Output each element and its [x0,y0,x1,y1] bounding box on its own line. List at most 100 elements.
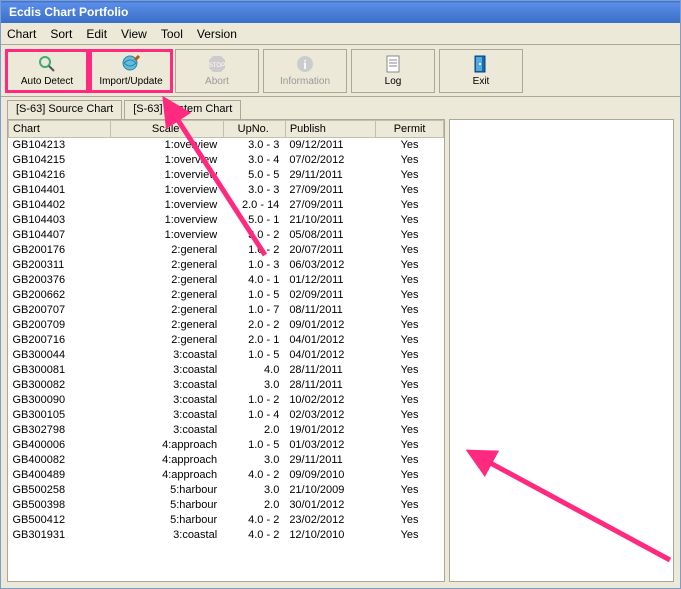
cell-permit: Yes [376,438,444,453]
menu-sort[interactable]: Sort [50,27,72,41]
table-row[interactable]: GB3001053:coastal1.0 - 402/03/2012Yes [9,408,444,423]
tab-system-chart[interactable]: [S-63] System Chart [124,100,241,119]
toolbar-import-update-button[interactable]: Import/Update [89,49,173,93]
table-row[interactable]: GB1042131:overview3.0 - 309/12/2011Yes [9,138,444,154]
cell-publish: 28/11/2011 [285,363,375,378]
cell-permit: Yes [376,258,444,273]
cell-publish: 08/11/2011 [285,303,375,318]
cell-upno: 2.0 - 2 [223,318,285,333]
cell-permit: Yes [376,498,444,513]
cell-chart: GB300105 [9,408,111,423]
table-row[interactable]: GB3000443:coastal1.0 - 504/01/2012Yes [9,348,444,363]
table-row[interactable]: GB5002585:harbour3.021/10/2009Yes [9,483,444,498]
cell-upno: 4.0 - 2 [223,528,285,543]
cell-chart: GB300081 [9,363,111,378]
cell-scale: 5:harbour [110,498,223,513]
cell-chart: GB400489 [9,468,111,483]
svg-text:i: i [303,58,306,72]
cell-permit: Yes [376,198,444,213]
menu-version[interactable]: Version [197,27,237,41]
cell-scale: 3:coastal [110,408,223,423]
col-header-chart[interactable]: Chart [9,121,111,138]
table-row[interactable]: GB1042151:overview3.0 - 407/02/2012Yes [9,153,444,168]
table-row[interactable]: GB4000064:approach1.0 - 501/03/2012Yes [9,438,444,453]
cell-chart: GB301931 [9,528,111,543]
col-header-upno[interactable]: UpNo. [223,121,285,138]
cell-scale: 3:coastal [110,378,223,393]
table-row[interactable]: GB2007092:general2.0 - 209/01/2012Yes [9,318,444,333]
toolbar-exit-button[interactable]: Exit [439,49,523,93]
table-row[interactable]: GB3000823:coastal3.028/11/2011Yes [9,378,444,393]
col-header-scale[interactable]: Scale [110,121,223,138]
table-row[interactable]: GB3000813:coastal4.028/11/2011Yes [9,363,444,378]
cell-chart: GB104216 [9,168,111,183]
cell-chart: GB500412 [9,513,111,528]
table-row[interactable]: GB3019313:coastal4.0 - 212/10/2010Yes [9,528,444,543]
cell-chart: GB104213 [9,138,111,154]
table-row[interactable]: GB4004894:approach4.0 - 209/09/2010Yes [9,468,444,483]
cell-upno: 2.0 [223,498,285,513]
table-row[interactable]: GB3027983:coastal2.019/01/2012Yes [9,423,444,438]
table-row[interactable]: GB5003985:harbour2.030/01/2012Yes [9,498,444,513]
cell-scale: 2:general [110,318,223,333]
cell-upno: 1.0 - 2 [223,393,285,408]
toolbar-button-label: Auto Detect [21,76,73,87]
col-header-permit[interactable]: Permit [376,121,444,138]
cell-chart: GB300082 [9,378,111,393]
table-row[interactable]: GB2001762:general1.0 - 220/07/2011Yes [9,243,444,258]
cell-publish: 01/12/2011 [285,273,375,288]
cell-scale: 1:overview [110,213,223,228]
toolbar-button-label: Log [385,76,402,87]
cell-upno: 1.0 - 4 [223,408,285,423]
cell-upno: 4.0 - 1 [223,273,285,288]
cell-permit: Yes [376,528,444,543]
cell-scale: 1:overview [110,153,223,168]
cell-scale: 4:approach [110,453,223,468]
table-row[interactable]: GB1044011:overview3.0 - 327/09/2011Yes [9,183,444,198]
cell-chart: GB104402 [9,198,111,213]
table-row[interactable]: GB2003762:general4.0 - 101/12/2011Yes [9,273,444,288]
cell-upno: 3.0 [223,453,285,468]
cell-chart: GB104403 [9,213,111,228]
cell-publish: 02/09/2011 [285,288,375,303]
cell-permit: Yes [376,228,444,243]
cell-chart: GB300090 [9,393,111,408]
table-row[interactable]: GB1044021:overview2.0 - 1427/09/2011Yes [9,198,444,213]
tab-strip: [S-63] Source Chart [S-63] System Chart [1,97,680,119]
cell-publish: 28/11/2011 [285,378,375,393]
cell-chart: GB500258 [9,483,111,498]
table-row[interactable]: GB5004125:harbour4.0 - 223/02/2012Yes [9,513,444,528]
col-header-publish[interactable]: Publish [285,121,375,138]
table-row[interactable]: GB1044071:overview3.0 - 205/08/2011Yes [9,228,444,243]
cell-chart: GB104401 [9,183,111,198]
tab-source-chart[interactable]: [S-63] Source Chart [7,100,122,119]
cell-publish: 20/07/2011 [285,243,375,258]
table-row[interactable]: GB4000824:approach3.029/11/2011Yes [9,453,444,468]
magnifier-icon [37,54,57,74]
cell-permit: Yes [376,408,444,423]
cell-permit: Yes [376,138,444,154]
table-row[interactable]: GB1042161:overview5.0 - 529/11/2011Yes [9,168,444,183]
cell-permit: Yes [376,393,444,408]
cell-upno: 2.0 - 14 [223,198,285,213]
cell-publish: 09/12/2011 [285,138,375,154]
menu-view[interactable]: View [121,27,147,41]
cell-publish: 27/09/2011 [285,183,375,198]
table-row[interactable]: GB3000903:coastal1.0 - 210/02/2012Yes [9,393,444,408]
table-row[interactable]: GB1044031:overview5.0 - 121/10/2011Yes [9,213,444,228]
table-row[interactable]: GB2007162:general2.0 - 104/01/2012Yes [9,333,444,348]
cell-permit: Yes [376,183,444,198]
table-row[interactable]: GB2003112:general1.0 - 306/03/2012Yes [9,258,444,273]
table-row[interactable]: GB2006622:general1.0 - 502/09/2011Yes [9,288,444,303]
table-row[interactable]: GB2007072:general1.0 - 708/11/2011Yes [9,303,444,318]
menu-chart[interactable]: Chart [7,27,36,41]
menu-edit[interactable]: Edit [86,27,107,41]
cell-scale: 1:overview [110,198,223,213]
toolbar-log-button[interactable]: Log [351,49,435,93]
cell-scale: 2:general [110,288,223,303]
cell-publish: 19/01/2012 [285,423,375,438]
menu-tool[interactable]: Tool [161,27,183,41]
cell-permit: Yes [376,378,444,393]
toolbar-auto-detect-button[interactable]: Auto Detect [5,49,89,93]
cell-permit: Yes [376,348,444,363]
